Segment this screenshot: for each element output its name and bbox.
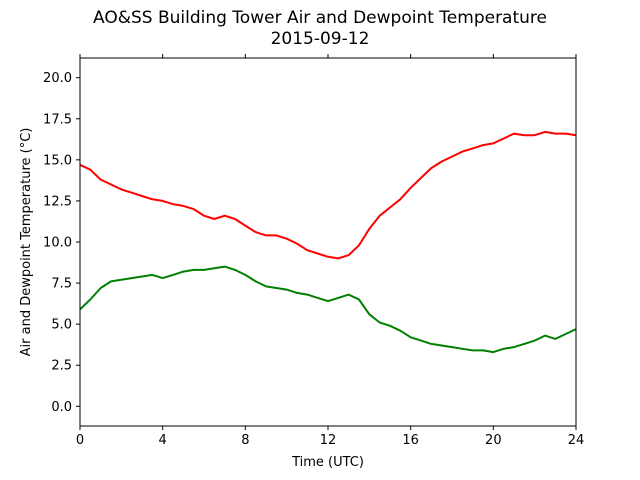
x-tick-label: 4	[159, 433, 167, 448]
axis-ticks: 0 4 8 12 16 20 24 0.0 2.5 5.0 7.5 10.0 12.5 15.0 17.5 2…	[43, 54, 584, 448]
y-tick-label: 0.0	[51, 400, 72, 415]
y-tick-label: 5.0	[51, 318, 72, 333]
y-tick-label: 7.5	[51, 277, 72, 292]
x-tick-label: 8	[241, 433, 249, 448]
y-tick-label: 12.5	[43, 194, 72, 209]
y-tick-label: 10.0	[43, 236, 72, 251]
y-tick-label: 20.0	[43, 71, 72, 86]
x-tick-label: 12	[320, 433, 337, 448]
x-axis-label: Time (UTC)	[291, 455, 364, 470]
series-layer	[79, 130, 577, 354]
x-tick-label: 0	[76, 433, 84, 448]
series-line-0	[79, 130, 577, 260]
x-tick-label: 16	[402, 433, 419, 448]
series-line-1	[79, 265, 577, 354]
y-tick-label: 15.0	[43, 153, 72, 168]
chart-title: AO&SS Building Tower Air and Dewpoint Te…	[92, 8, 547, 28]
y-axis-label: Air and Dewpoint Temperature (°C)	[19, 128, 34, 357]
y-tick-label: 17.5	[43, 112, 72, 127]
y-tick-label: 2.5	[51, 359, 72, 374]
chart-subtitle: 2015-09-12	[270, 29, 370, 49]
x-tick-label: 24	[568, 433, 585, 448]
x-tick-label: 20	[485, 433, 502, 448]
axes-frame	[79, 57, 577, 427]
